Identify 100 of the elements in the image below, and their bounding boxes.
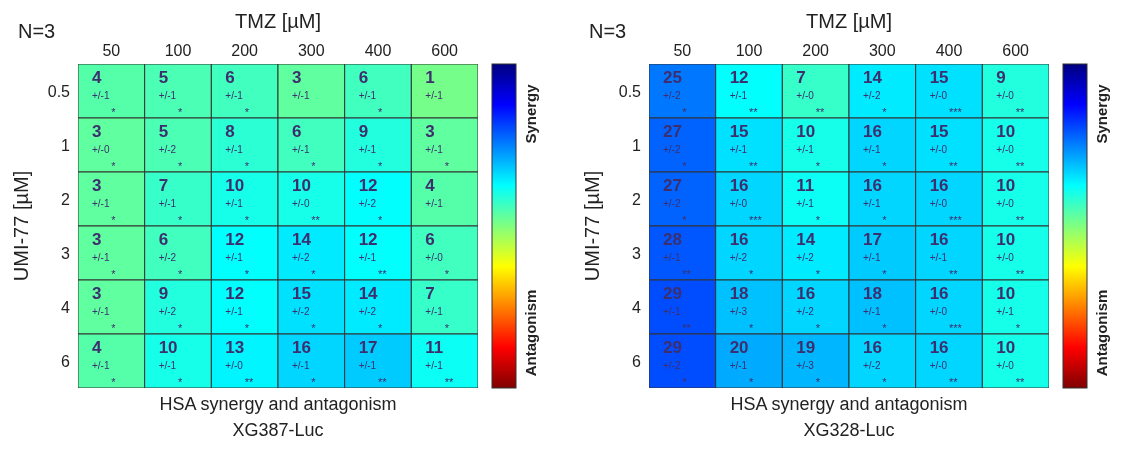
annotation: +/-2 * (663, 360, 688, 388)
annotation: +/-2 * (796, 252, 821, 280)
annotation: +/-1 (425, 90, 444, 101)
data-label: 15 (929, 122, 949, 141)
annotation: +/-2 * (863, 360, 888, 388)
data-label: 11 (796, 176, 815, 195)
annotation: +/-1 * (796, 144, 821, 172)
annotation: +/-1 ** (358, 252, 388, 280)
annotation: +/-2 * (158, 252, 183, 280)
data-label: 10 (158, 338, 178, 357)
annotation: +/-1 * (425, 144, 450, 172)
data-label: 27 (663, 176, 682, 195)
data-label: 9 (158, 284, 169, 303)
annotation: +/-0 ** (225, 360, 254, 388)
annotation: +/-1 * (358, 90, 383, 118)
annotation: +/-0 ** (996, 198, 1025, 226)
annotation: +/-2 * (663, 198, 688, 226)
annotation: +/-1 * (292, 144, 317, 172)
annotation: +/-1 * (92, 252, 117, 280)
data-label: 29 (663, 338, 682, 357)
data-label: 19 (796, 338, 816, 357)
annotation: +/-0 ** (929, 360, 959, 388)
data-label: 25 (663, 68, 682, 87)
data-label: 14 (292, 230, 312, 249)
x-tick-label: 400 (935, 42, 963, 59)
annotation: +/-3 * (729, 306, 754, 334)
data-label: 16 (863, 176, 882, 195)
data-label: 17 (863, 230, 882, 249)
annotation: +/-1 * (863, 144, 888, 172)
y-tick-label: 0.5 (618, 82, 642, 100)
data-label: 3 (292, 68, 302, 87)
y-axis-title: UMI-77 [µM] (10, 170, 32, 282)
data-label: 7 (425, 284, 435, 303)
data-label: 6 (292, 122, 302, 141)
data-label: 5 (158, 122, 169, 141)
y-tick-label: 1 (61, 136, 71, 154)
data-label: 10 (292, 176, 311, 195)
data-label: 3 (425, 122, 435, 141)
text: Synergy (522, 84, 539, 144)
x-tick-label: 100 (735, 42, 763, 59)
data-label: 16 (796, 284, 816, 303)
data-label: 8 (225, 122, 235, 141)
data-label: 10 (996, 230, 1016, 249)
annotation: +/-3 * (796, 360, 821, 388)
annotation: +/-1 * (225, 306, 250, 334)
data-label: 12 (225, 284, 245, 303)
data-label: 12 (358, 230, 378, 249)
annotation: +/-1 * (92, 198, 117, 226)
y-tick-label: 1 (632, 136, 642, 154)
y-tick-label: 2 (632, 190, 642, 208)
text: HSA synergy and antagonism (730, 394, 968, 414)
data-label: 5 (158, 68, 169, 87)
annotation: +/-2 * (663, 90, 688, 118)
x-tick-label: 300 (868, 42, 896, 59)
data-label: 16 (929, 176, 949, 195)
annotation: +/-0 ** (996, 90, 1025, 118)
data-label: 16 (863, 122, 882, 141)
data-label: 10 (996, 176, 1016, 195)
annotation: +/-1 * (863, 252, 888, 280)
annotation: +/-2 * (292, 252, 317, 280)
annotation: +/-1 * (92, 360, 117, 388)
annotation: +/-1 ** (663, 306, 692, 334)
x-axis-title: TMZ [µM] (806, 10, 892, 32)
annotation: +/-1 * (996, 306, 1021, 334)
annotation: +/-2 * (663, 144, 688, 172)
annotation: +/-2 * (863, 90, 888, 118)
data-label: 16 (292, 338, 311, 357)
data-label: 14 (863, 68, 883, 87)
annotation: +/-1 * (225, 144, 250, 172)
data-label: 3 (92, 230, 102, 249)
data-label: 16 (729, 176, 749, 195)
x-tick-label: 50 (102, 42, 121, 59)
data-label: 15 (729, 122, 749, 141)
annotation: +/-1 * (92, 90, 117, 118)
y-axis-title: UMI-77 [µM] (581, 170, 603, 282)
text: Synergy (1093, 84, 1110, 144)
annotation: +/-1 * (225, 90, 250, 118)
data-label: 9 (996, 68, 1006, 87)
data-label: 6 (358, 68, 369, 87)
y-tick-label: 0.5 (47, 82, 71, 100)
annotation: +/-2 * (158, 306, 183, 334)
data-label: 10 (996, 284, 1016, 303)
annotation: +/-0 ** (929, 144, 959, 172)
annotation: +/-1 ** (729, 90, 759, 118)
y-tick-label: 4 (61, 298, 71, 316)
y-tick-label: 3 (61, 244, 71, 262)
data-label: 12 (358, 176, 378, 195)
text: HSA synergy and antagonism (159, 394, 397, 414)
data-label: 12 (729, 68, 749, 87)
data-label: 10 (996, 338, 1016, 357)
annotation: +/-1 ** (729, 144, 759, 172)
data-label: 16 (929, 338, 949, 357)
x-tick-label: 300 (297, 42, 325, 59)
data-label: 16 (929, 230, 949, 249)
data-label: 3 (92, 284, 102, 303)
y-tick-label: 6 (61, 352, 71, 370)
data-label: 4 (92, 338, 102, 357)
annotation: +/-1 * (292, 360, 317, 388)
annotation: +/-1 * (158, 360, 183, 388)
data-label: 15 (929, 68, 949, 87)
